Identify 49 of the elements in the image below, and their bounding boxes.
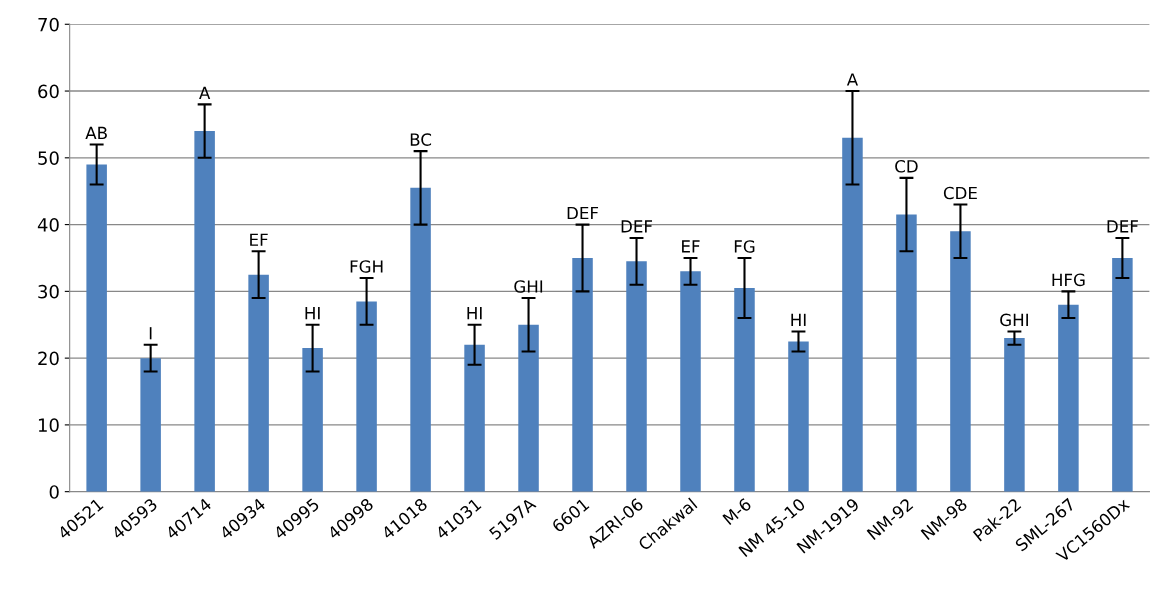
data-label: I	[149, 327, 152, 340]
bar	[518, 324, 539, 492]
bar	[302, 348, 323, 492]
data-label: CDE	[943, 186, 977, 200]
data-label: FGH	[350, 260, 383, 273]
bar	[410, 187, 431, 492]
data-label: BC	[410, 133, 432, 146]
data-label: HI	[305, 307, 320, 320]
bar	[1112, 257, 1133, 492]
y-tick-label: 60	[38, 84, 59, 99]
data-label: CD	[895, 160, 918, 173]
bar	[194, 131, 215, 492]
data-label: GHI	[1000, 313, 1028, 327]
data-label: A	[846, 73, 859, 86]
bar	[680, 271, 701, 492]
data-label: EF	[682, 240, 700, 253]
bar	[842, 137, 863, 492]
y-tick-label: 30	[38, 284, 59, 299]
data-label: A	[199, 86, 211, 99]
data-label: HFG	[1052, 273, 1085, 287]
y-tick-label: 40	[37, 218, 59, 232]
data-label: HI	[791, 313, 806, 326]
y-tick-label: 0	[49, 485, 59, 499]
bar	[464, 344, 485, 492]
y-tick-label: 10	[38, 418, 59, 433]
bar	[788, 341, 809, 492]
bar	[896, 214, 917, 492]
data-label: DEF	[1107, 220, 1138, 233]
data-label: EF	[250, 233, 268, 246]
bar	[86, 164, 107, 492]
data-label: DEF	[567, 206, 599, 220]
bar	[248, 274, 269, 492]
bar	[626, 261, 647, 492]
data-label: DEF	[621, 220, 653, 233]
bar	[950, 231, 971, 492]
data-label: FG	[734, 240, 755, 253]
bar	[1004, 338, 1025, 492]
bar	[734, 288, 755, 492]
x-tick-label: M-6	[722, 497, 752, 526]
y-tick-label: 50	[38, 151, 59, 165]
data-label: AB	[85, 126, 107, 139]
bar	[1058, 304, 1079, 492]
y-tick-label: 20	[38, 351, 59, 366]
bar	[572, 257, 593, 492]
data-label: GHI	[514, 280, 543, 293]
data-label: HI	[467, 307, 482, 320]
bar	[140, 358, 161, 492]
bar	[356, 301, 377, 492]
y-tick-label: 70	[38, 17, 59, 32]
